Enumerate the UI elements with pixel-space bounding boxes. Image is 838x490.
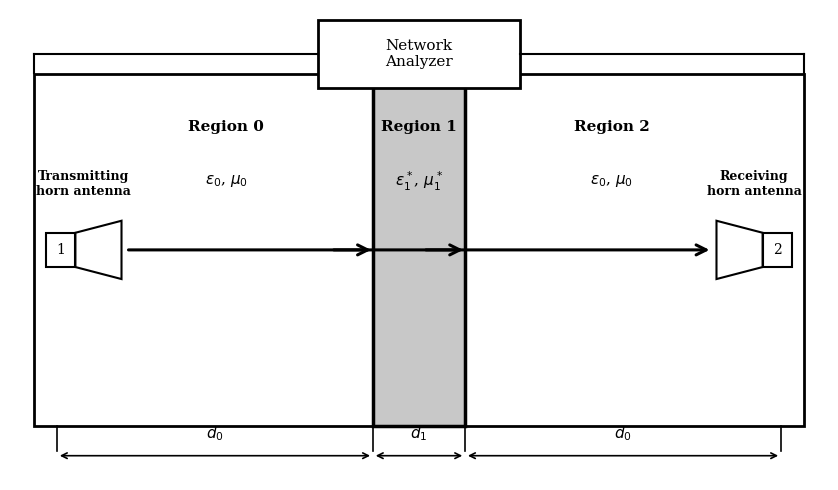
Text: $\varepsilon_1^*$, $\mu_1^*$: $\varepsilon_1^*$, $\mu_1^*$: [395, 170, 443, 193]
Text: Region 1: Region 1: [381, 121, 457, 134]
Bar: [46, 233, 75, 267]
Text: $\varepsilon_0$, $\mu_0$: $\varepsilon_0$, $\mu_0$: [204, 173, 248, 189]
Bar: [318, 20, 520, 88]
Text: Receiving
horn antenna: Receiving horn antenna: [706, 170, 802, 198]
Polygon shape: [716, 220, 763, 279]
Polygon shape: [75, 220, 122, 279]
Text: 2: 2: [773, 243, 782, 257]
Text: Region 2: Region 2: [574, 121, 649, 134]
Text: $\varepsilon_0$, $\mu_0$: $\varepsilon_0$, $\mu_0$: [590, 173, 634, 189]
Text: $d_0$: $d_0$: [206, 425, 224, 443]
Text: Network
Analyzer: Network Analyzer: [385, 39, 453, 69]
Text: 1: 1: [56, 243, 65, 257]
Text: $d_1$: $d_1$: [411, 425, 427, 443]
Bar: [763, 233, 792, 267]
Bar: [373, 74, 465, 426]
Text: Transmitting
horn antenna: Transmitting horn antenna: [36, 170, 132, 198]
Text: $d_0$: $d_0$: [614, 425, 632, 443]
Text: Region 0: Region 0: [189, 121, 264, 134]
Bar: [34, 74, 804, 426]
